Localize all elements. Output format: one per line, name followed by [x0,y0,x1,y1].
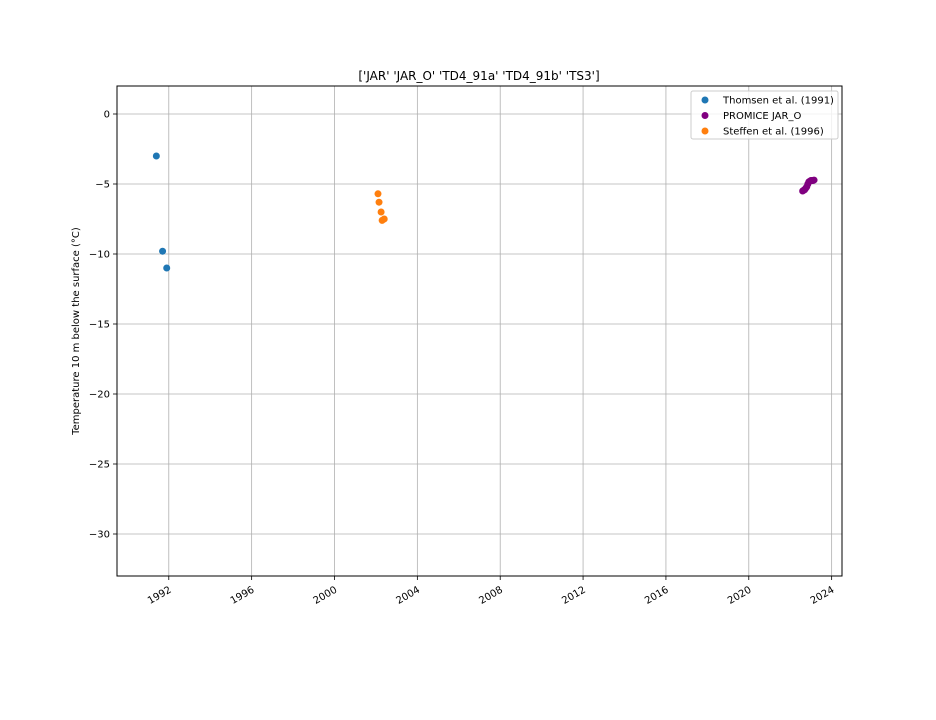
x-tick-label: 2012 [560,585,588,607]
data-point [163,264,171,272]
y-tick-label: −15 [89,320,110,331]
data-point [377,208,385,216]
x-tick-label: 2024 [809,585,837,607]
y-tick-label: −20 [89,390,110,401]
legend-marker [701,112,709,119]
legend-entry-label: PROMICE JAR_O [723,111,801,122]
series-1 [152,152,171,272]
x-tick-label: 2020 [726,585,754,607]
data-point [380,215,388,223]
data-point [152,152,160,160]
x-tick-label: 2016 [643,585,671,607]
y-axis: 0 −5 −10 −15 −20 −25 −30 [89,110,117,541]
plot-frame [116,85,843,577]
x-tick-label: 1992 [146,585,174,607]
chart-title: ['JAR' 'JAR_O' 'TD4_91a' 'TD4_91b' 'TS3'… [358,69,599,83]
y-tick-label: −10 [89,250,110,261]
y-tick-label: −30 [89,530,110,541]
x-tick-label: 2004 [395,585,423,607]
data-point [374,190,382,198]
legend-marker [701,96,709,104]
legend-entry-label: Steffen et al. (1996) [723,127,824,138]
y-axis-label: Temperature 10 m below the surface (°C) [71,227,82,436]
data-point [159,247,167,255]
data-point [375,198,383,206]
data-points [152,152,818,272]
legend-marker [701,127,709,135]
legend-box [690,90,839,140]
grid [117,86,842,576]
series-3 [374,190,388,224]
x-tick-label: 2000 [312,585,340,607]
x-tick-label: 1996 [229,585,257,607]
data-point [810,176,818,184]
legend-entry-label: Thomsen et al. (1991) [722,96,834,107]
x-tick-label: 2008 [477,585,505,607]
x-axis: 1992 1996 2000 2004 2008 2012 2016 2020 2024 [146,576,836,607]
y-tick-label: 0 [104,110,110,121]
series-2 [799,176,818,195]
legend: Thomsen et al. (1991) PROMICE JAR_O Steffe… [690,90,839,140]
y-tick-label: −25 [89,460,110,471]
y-tick-label: −5 [95,180,110,191]
